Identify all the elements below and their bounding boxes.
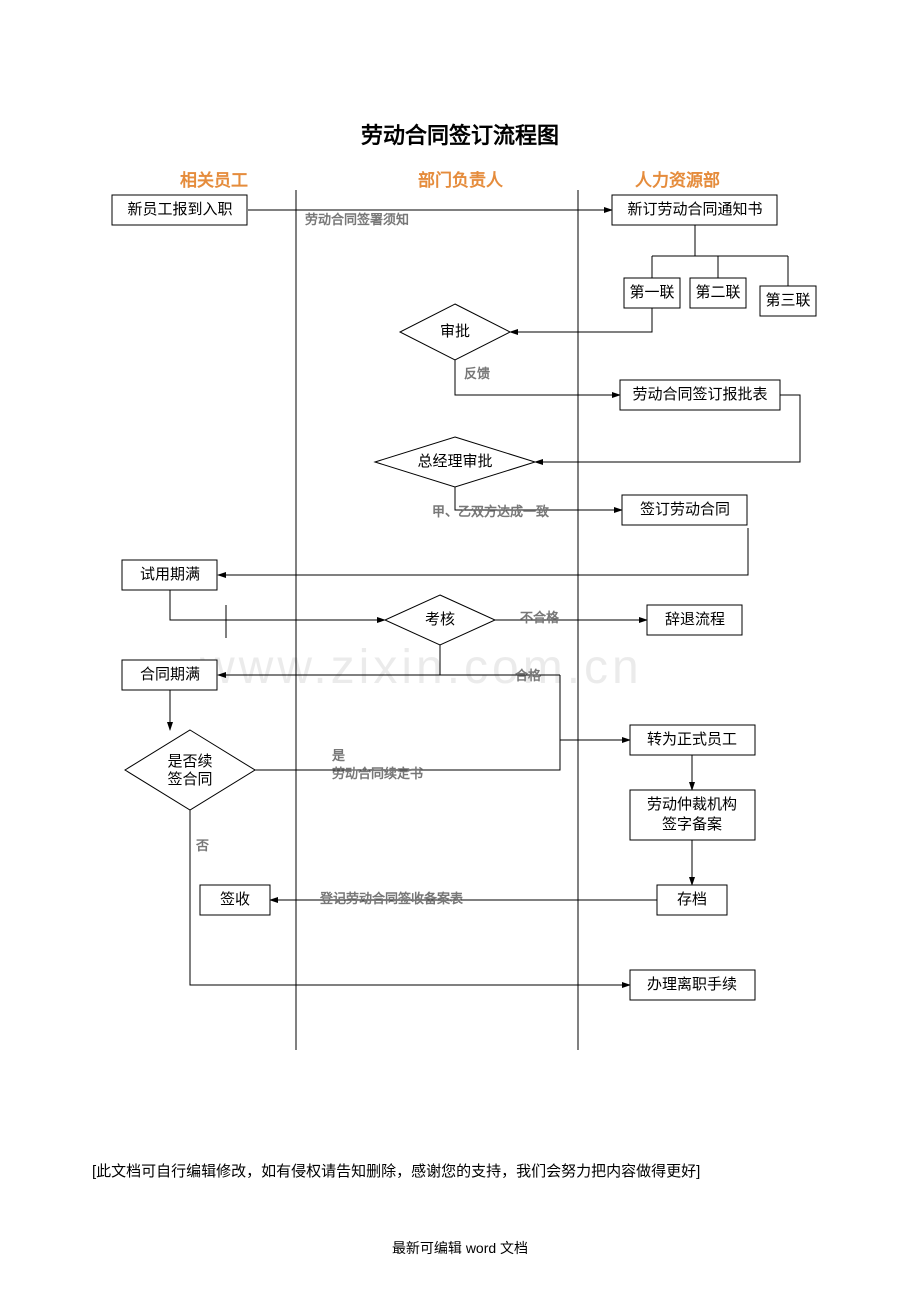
svg-text:新员工报到入职: 新员工报到入职 (127, 201, 232, 218)
svg-text:是: 是 (331, 748, 346, 763)
svg-text:劳动合同签署须知: 劳动合同签署须知 (305, 212, 409, 227)
svg-text:考核: 考核 (425, 611, 455, 628)
svg-text:签字备案: 签字备案 (662, 815, 722, 833)
svg-text:甲、乙双方达成一致: 甲、乙双方达成一致 (432, 504, 550, 519)
svg-text:签订劳动合同: 签订劳动合同 (640, 501, 730, 518)
nodes: 新员工报到入职 新订劳动合同通知书 第一联 第二联 第三联 审批 劳动合同签订报… (112, 195, 816, 1000)
svg-text:否: 否 (195, 838, 209, 853)
svg-text:劳动合同续定书: 劳动合同续定书 (332, 766, 423, 781)
svg-text:存档: 存档 (677, 891, 707, 908)
svg-text:第二联: 第二联 (695, 283, 740, 301)
svg-text:转为正式员工: 转为正式员工 (647, 731, 737, 748)
footer: 最新可编辑 word 文档 (0, 1238, 920, 1258)
svg-text:总经理审批: 总经理审批 (417, 453, 492, 470)
svg-text:办理离职手续: 办理离职手续 (647, 976, 737, 993)
svg-text:劳动合同签订报批表: 劳动合同签订报批表 (632, 386, 767, 403)
svg-text:试用期满: 试用期满 (140, 566, 200, 583)
svg-text:第三联: 第三联 (765, 291, 810, 309)
footnote: [此文档可自行编辑修改，如有侵权请告知删除，感谢您的支持，我们会努力把内容做得更… (92, 1160, 700, 1181)
edge-labels: 劳动合同签署须知 反馈 甲、乙双方达成一致 不合格 合格 是 劳动合同续定书 否… (195, 212, 560, 906)
svg-text:登记劳动合同签收备案表: 登记劳动合同签收备案表 (319, 891, 464, 906)
svg-text:审批: 审批 (440, 323, 470, 340)
svg-text:合同期满: 合同期满 (140, 666, 200, 683)
svg-text:第一联: 第一联 (629, 283, 674, 301)
svg-text:是否续: 是否续 (167, 753, 212, 770)
svg-text:劳动仲裁机构: 劳动仲裁机构 (647, 796, 737, 813)
svg-text:反馈: 反馈 (464, 366, 490, 381)
page: 劳动合同签订流程图 相关员工 部门负责人 人力资源部 www.zixin.com… (0, 0, 920, 1302)
flowchart-svg: 劳动合同签署须知 反馈 甲、乙双方达成一致 不合格 合格 是 劳动合同续定书 否… (0, 0, 920, 1302)
svg-text:不合格: 不合格 (520, 610, 560, 625)
svg-text:签合同: 签合同 (167, 771, 212, 788)
svg-text:签收: 签收 (220, 891, 250, 908)
svg-text:合格: 合格 (515, 668, 542, 683)
svg-text:新订劳动合同通知书: 新订劳动合同通知书 (627, 201, 762, 218)
svg-text:辞退流程: 辞退流程 (665, 611, 725, 628)
